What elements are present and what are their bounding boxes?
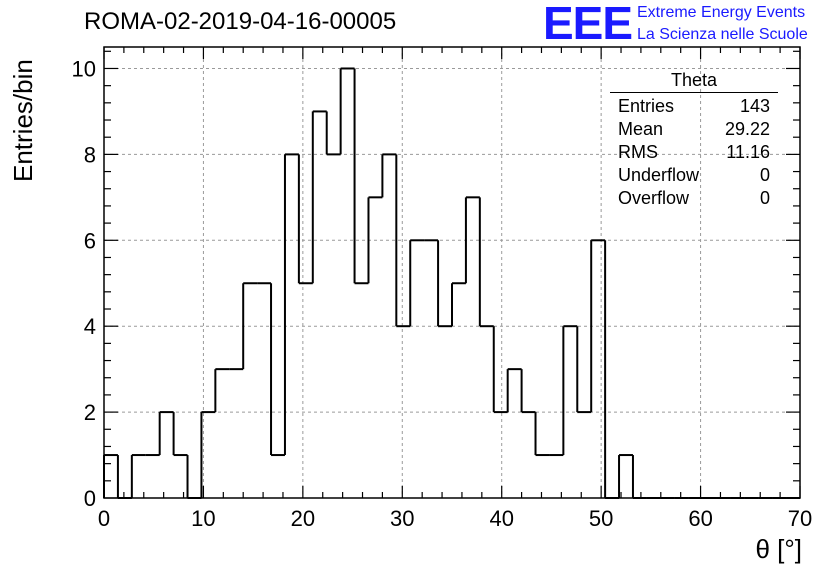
stats-box: Theta Entries 143 Mean 29.22 RMS 11.16 U… [610,70,778,210]
y-tick-label: 2 [84,400,96,425]
x-tick-label: 40 [489,506,513,531]
run-title: ROMA-02-2019-04-16-00005 [84,8,397,35]
stats-label: RMS [618,142,658,162]
stats-value: 0 [759,188,770,208]
stats-value: 0 [759,165,770,185]
x-tick-label: 30 [390,506,414,531]
y-axis-label: Entries/bin [8,59,38,182]
stats-row-mean: Mean 29.22 [610,118,778,141]
stats-label: Underflow [618,165,700,185]
x-tick-label: 50 [589,506,613,531]
logo-caption-line1: Extreme Energy Events [637,4,806,21]
x-axis-label: θ [°] [755,534,802,564]
y-tick-label: 0 [84,486,96,511]
stats-value: 29.22 [724,119,770,139]
x-tick-label: 10 [191,506,215,531]
plot-frame [103,46,801,499]
stats-row-entries: Entries 143 [610,95,778,118]
eee-logo: EEE [543,0,633,49]
logo-caption-line2: La Scienza nelle Scuole [637,26,808,43]
x-tick-label: 70 [788,506,812,531]
y-tick-label: 8 [84,142,96,167]
stats-label: Mean [618,119,664,139]
x-tick-label: 60 [688,506,712,531]
x-tick-label: 20 [291,506,315,531]
x-tick-label: 0 [98,506,110,531]
stats-title: Theta [610,70,778,93]
stats-row-underflow: Underflow 0 [610,164,778,187]
y-tick-label: 6 [84,228,96,253]
stats-row-rms: RMS 11.16 [610,141,778,164]
stats-value: 11.16 [726,142,770,162]
stats-row-overflow: Overflow 0 [610,187,778,210]
y-tick-label: 4 [84,314,96,339]
stats-value: 143 [739,96,770,116]
stats-label: Entries [618,96,675,116]
stats-label: Overflow [618,188,690,208]
y-tick-label: 10 [72,56,96,81]
